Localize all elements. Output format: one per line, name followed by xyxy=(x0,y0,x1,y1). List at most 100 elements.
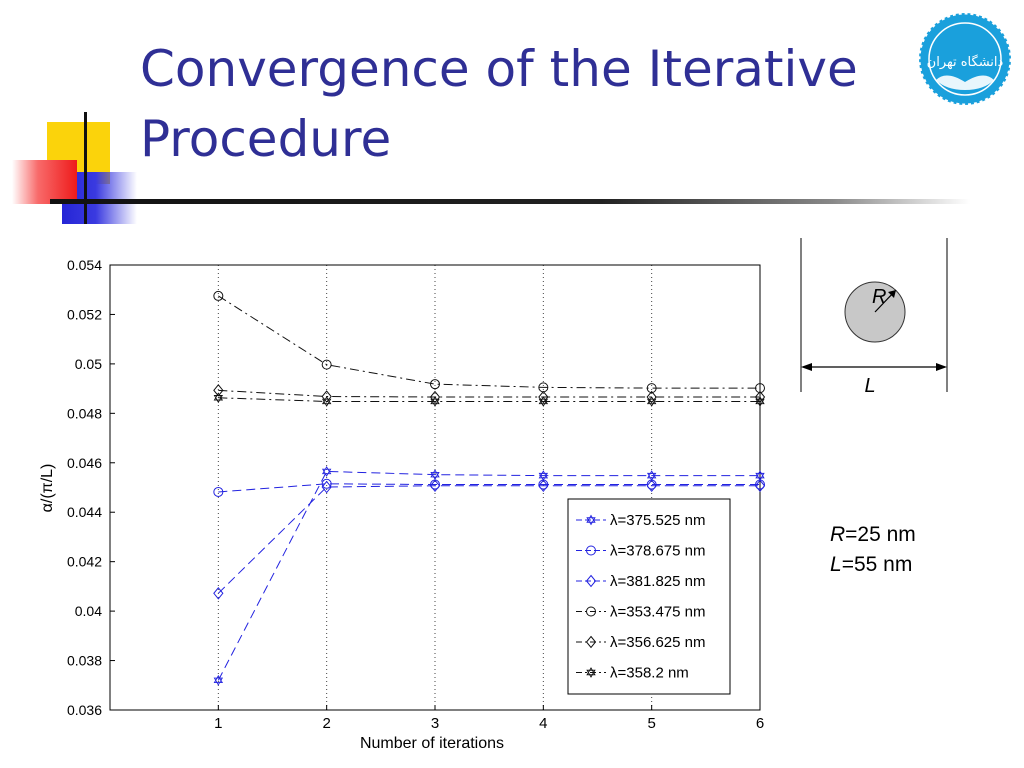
data-point xyxy=(430,396,440,407)
legend-marker xyxy=(586,514,596,526)
series-line-3 xyxy=(217,485,760,594)
y-tick-label: 0.052 xyxy=(67,306,102,322)
decor-vertical-line xyxy=(84,112,87,224)
legend-marker xyxy=(585,574,597,588)
data-point xyxy=(646,479,657,493)
legend-label: λ=356.625 nm xyxy=(610,634,706,651)
data-point xyxy=(321,390,332,403)
series-3 xyxy=(213,479,766,600)
x-tick-label: 6 xyxy=(756,715,764,732)
data-point xyxy=(429,390,441,404)
y-tick-label: 0.036 xyxy=(67,702,102,718)
period-label: L xyxy=(864,375,875,397)
legend-marker xyxy=(586,606,596,617)
logo-inner-ring xyxy=(928,22,1002,96)
logo-rim xyxy=(917,11,1013,107)
data-point xyxy=(538,390,549,404)
data-point xyxy=(213,674,224,686)
legend-box xyxy=(567,498,731,695)
series-line-5 xyxy=(218,389,760,398)
chart-ticks: 1 2 3 4 5 6 0.036 0.038 0.04 0.042 0.044 0.046 0.048… xyxy=(67,257,764,732)
legend-label: λ=375.525 nm xyxy=(610,512,706,529)
data-point xyxy=(430,469,440,481)
legend-entry: λ=353.475 nm xyxy=(576,604,706,621)
data-point xyxy=(754,479,766,493)
series-line-4 xyxy=(218,295,760,389)
series-5 xyxy=(213,384,766,404)
series-6 xyxy=(213,392,765,407)
x-axis-label: Number of iterations xyxy=(360,735,504,752)
chart-legend: λ=375.525 nm λ=378.675 nm λ=381.825 nm λ=35… xyxy=(567,498,731,695)
x-tick-label: 4 xyxy=(539,715,547,732)
legend-entry: λ=378.675 nm xyxy=(576,543,706,560)
legend-entry: λ=358.2 nm xyxy=(576,665,689,682)
data-point xyxy=(646,396,657,407)
logo-wings xyxy=(936,75,994,90)
y-tick-label: 0.046 xyxy=(67,455,102,471)
data-point xyxy=(321,466,332,477)
legend-marker xyxy=(586,667,596,678)
x-tick-label: 5 xyxy=(647,715,655,732)
y-tick-label: 0.048 xyxy=(67,405,102,421)
data-point xyxy=(213,587,224,600)
geometry-diagram: R L xyxy=(800,238,948,397)
decor-red-square xyxy=(12,160,77,204)
data-point xyxy=(646,383,657,394)
series-line-6 xyxy=(218,397,760,402)
y-tick-label: 0.05 xyxy=(75,356,102,372)
y-tick-label: 0.044 xyxy=(67,504,102,520)
data-point xyxy=(538,470,549,482)
data-point xyxy=(321,480,332,494)
title-underline xyxy=(50,199,970,204)
data-point xyxy=(321,359,332,370)
x-tick-label: 1 xyxy=(214,715,222,732)
y-tick-label: 0.038 xyxy=(67,653,102,669)
radius-arrowhead xyxy=(888,290,896,298)
data-point xyxy=(646,470,657,482)
series-line-2 xyxy=(218,483,760,493)
x-tick-label: 3 xyxy=(431,715,439,732)
data-point xyxy=(538,396,549,407)
legend-marker xyxy=(586,545,596,556)
period-arrowhead-right xyxy=(936,363,947,371)
data-point xyxy=(429,479,441,493)
param-radius: R=25 nm xyxy=(830,523,916,546)
period-arrowhead-left xyxy=(801,363,812,371)
legend-entry: λ=381.825 nm xyxy=(576,573,706,590)
legend-entry: λ=356.625 nm xyxy=(576,634,706,651)
data-point xyxy=(213,392,224,404)
y-tick-label: 0.054 xyxy=(67,257,102,273)
data-point xyxy=(321,396,332,407)
data-point xyxy=(755,396,765,407)
convergence-chart: 1 2 3 4 5 6 0.036 0.038 0.04 0.042 0.044 0.046 0.048… xyxy=(39,257,766,752)
param-period: L=55 nm xyxy=(830,553,913,576)
data-point xyxy=(538,479,549,493)
data-point xyxy=(754,390,766,404)
y-tick-label: 0.042 xyxy=(67,554,102,570)
y-axis-label: α/(π/L) xyxy=(39,464,56,513)
series-2 xyxy=(213,478,765,497)
university-logo: دانشگاه تهران xyxy=(917,11,1013,107)
y-tick-label: 0.04 xyxy=(75,603,102,619)
data-point xyxy=(321,478,332,489)
logo-text: دانشگاه تهران xyxy=(927,54,1004,70)
legend-label: λ=353.475 nm xyxy=(610,604,706,621)
legend-entry: λ=375.525 nm xyxy=(576,512,706,529)
data-point xyxy=(646,390,657,404)
legend-label: λ=358.2 nm xyxy=(610,665,689,682)
x-tick-label: 2 xyxy=(322,715,330,732)
data-point xyxy=(213,290,224,301)
series-4 xyxy=(213,290,765,394)
slide-title: Convergence of the Iterative Procedure xyxy=(140,40,858,168)
radius-label: R xyxy=(872,286,886,308)
legend-marker xyxy=(585,635,597,649)
series-1 xyxy=(213,466,765,686)
legend-label: λ=381.825 nm xyxy=(610,573,706,590)
legend-label: λ=378.675 nm xyxy=(610,543,706,560)
series-line-1 xyxy=(217,470,760,681)
data-point xyxy=(755,383,765,394)
chart-series xyxy=(213,290,766,686)
data-point xyxy=(755,470,765,482)
parameter-list: R=25 nm L=55 nm xyxy=(830,520,916,580)
data-point xyxy=(430,379,440,390)
